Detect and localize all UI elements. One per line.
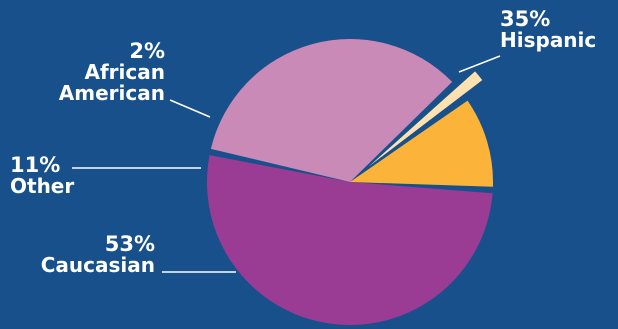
slice-labels: 35% Hispanic 2% African American 11% Other 53% C… bbox=[10, 7, 596, 277]
leader-line-hispanic bbox=[458, 55, 501, 73]
pie-slice-caucasian bbox=[207, 155, 493, 326]
slice-name-caucasian-line-1: Caucasian bbox=[41, 253, 155, 277]
slice-name-african-american-line-2: American bbox=[59, 81, 165, 105]
slice-label-hispanic: 35% Hispanic bbox=[500, 7, 596, 52]
slice-value-hispanic: 35% bbox=[500, 7, 550, 31]
leader-line-african-american bbox=[169, 99, 211, 118]
slice-label-caucasian: 53% Caucasian bbox=[41, 232, 155, 277]
slice-value-african-american: 2% bbox=[129, 39, 165, 63]
slice-name-other-line-1: Other bbox=[10, 174, 74, 198]
slice-value-caucasian: 53% bbox=[105, 232, 155, 256]
leader-lines bbox=[72, 55, 501, 273]
slice-label-african-american: 2% African American bbox=[59, 39, 165, 105]
slice-name-hispanic-line-1: Hispanic bbox=[500, 28, 596, 52]
slice-name-african-american-line-1: African bbox=[85, 60, 166, 84]
pie-slice-african-american bbox=[368, 71, 483, 167]
pie-slices bbox=[207, 38, 494, 326]
pie-slice-other bbox=[350, 100, 494, 187]
slice-value-other: 11% bbox=[10, 153, 60, 177]
pie-slice-hispanic bbox=[210, 38, 453, 182]
slice-label-other: 11% Other bbox=[10, 153, 74, 198]
